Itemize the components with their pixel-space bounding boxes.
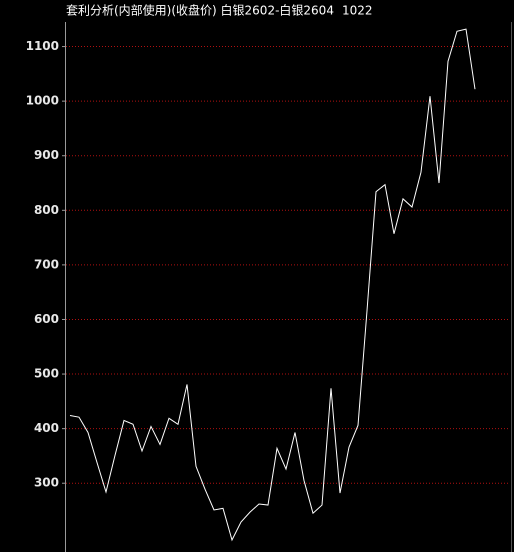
y-tick-label: 900 — [34, 148, 59, 162]
y-tick-label: 700 — [34, 257, 59, 271]
latest-value: 1022 — [342, 4, 373, 18]
y-tick-label: 400 — [34, 421, 59, 435]
y-tick-label: 600 — [34, 312, 59, 326]
y-tick-label: 800 — [34, 203, 59, 217]
line-series — [69, 28, 476, 542]
chart-title: 套利分析(内部使用)(收盘价) 白银2602-白银2604 — [66, 3, 334, 18]
y-tick-label: 500 — [34, 367, 59, 381]
y-tick-label: 1000 — [26, 94, 59, 108]
y-tick-label: 300 — [34, 476, 59, 490]
y-tick-label: 1100 — [26, 39, 59, 53]
